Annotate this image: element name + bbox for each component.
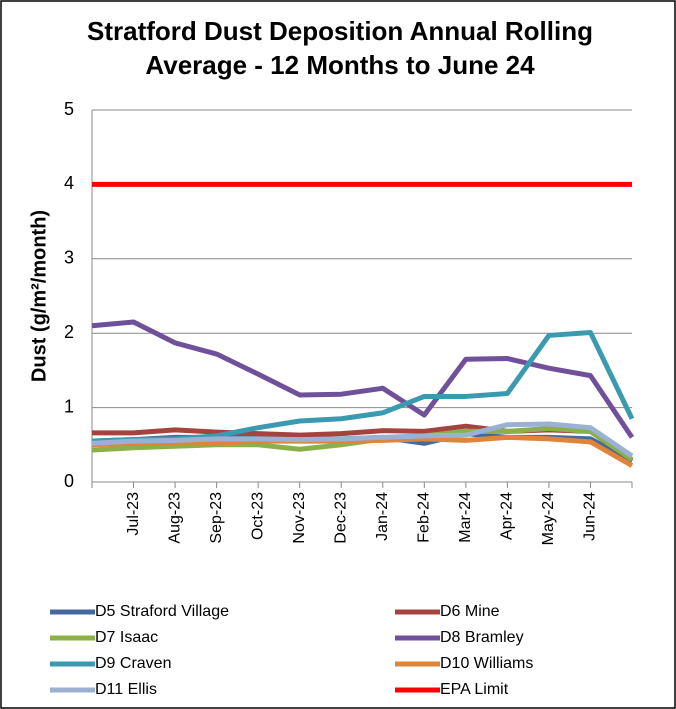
legend-label: D5 Straford Village: [95, 603, 229, 620]
x-tick-label: Dec-23: [332, 492, 349, 544]
x-tick-label: Nov-23: [291, 492, 308, 544]
x-tick-label: May-24: [540, 492, 557, 545]
x-tick-label: Jan-24: [374, 492, 391, 541]
x-tick-label: Apr-24: [499, 492, 516, 540]
legend-label: D8 Bramley: [440, 629, 524, 646]
x-tick-label: Feb-24: [416, 492, 433, 543]
x-tick-label: Jul-23: [125, 492, 142, 536]
legend-label: EPA Limit: [440, 681, 509, 698]
x-tick-label: Mar-24: [457, 492, 474, 543]
series-line: [91, 421, 634, 459]
y-tick-label: 5: [64, 99, 74, 119]
legend-label: D10 Williams: [440, 655, 533, 672]
y-tick-label: 2: [64, 322, 74, 342]
y-tick-label: 1: [64, 396, 74, 416]
chart-title: Stratford Dust Deposition Annual Rolling…: [86, 16, 593, 80]
series-line: [91, 319, 635, 439]
x-tick-label: Jun-24: [582, 492, 599, 541]
y-tick-label: 4: [64, 173, 74, 193]
legend-label: D7 Isaac: [95, 629, 158, 646]
x-tick-label: Oct-23: [249, 492, 266, 540]
legend-label: D6 Mine: [440, 603, 500, 620]
y-axis-label: Dust (g/m²/month): [28, 210, 50, 382]
y-tick-label: 3: [64, 248, 74, 268]
y-tick-label: 0: [64, 471, 74, 491]
x-tick-label: Sep-23: [208, 492, 225, 544]
x-tick-label: Aug-23: [166, 492, 183, 544]
legend-label: D9 Craven: [95, 655, 171, 672]
series-line: [91, 434, 634, 468]
legend-label: D11 Ellis: [95, 681, 157, 698]
